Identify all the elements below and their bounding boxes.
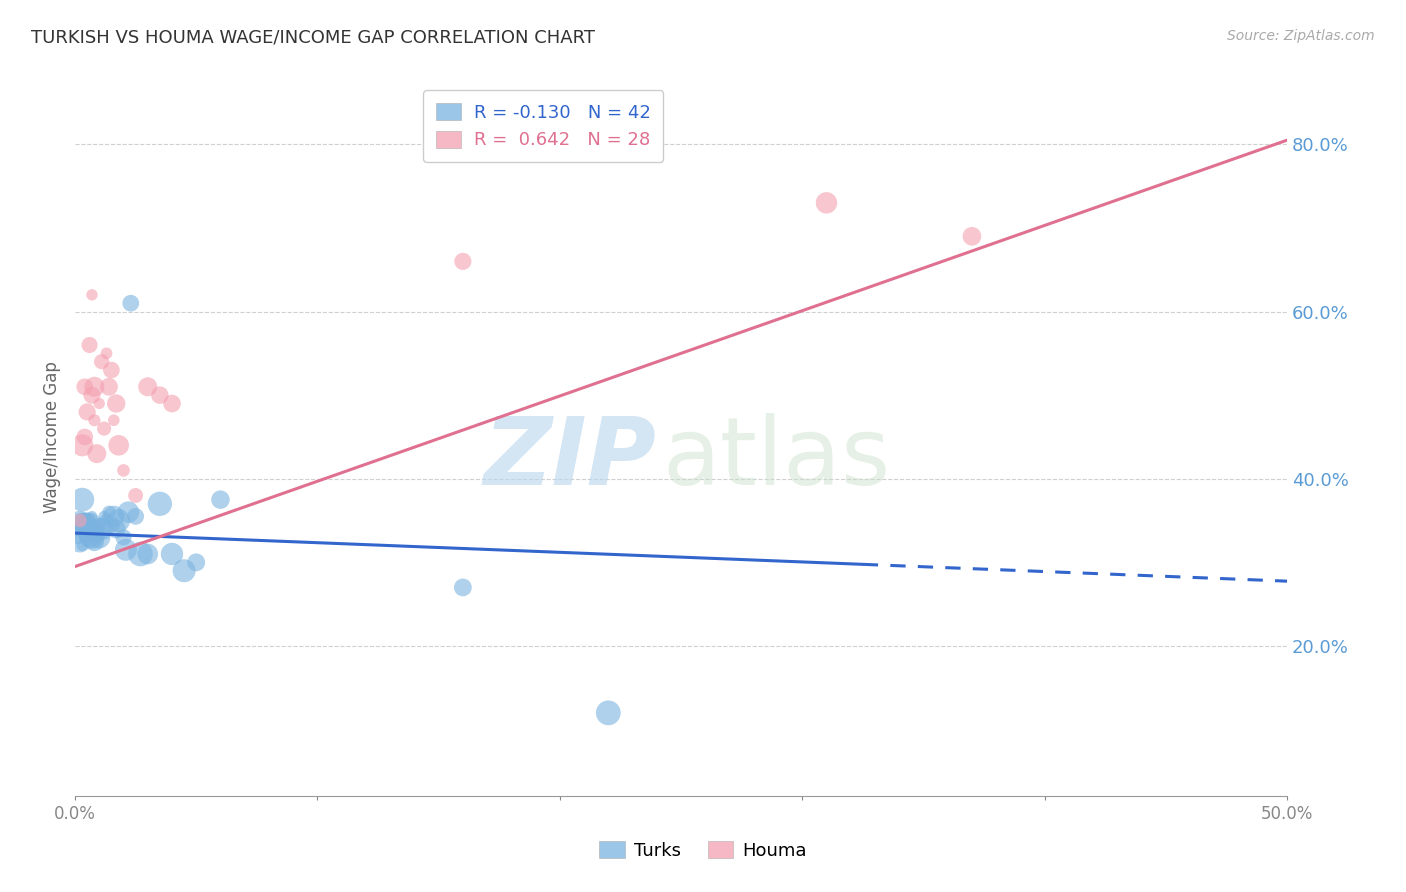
Point	[112, 463, 135, 477]
Point	[93, 509, 115, 524]
Point	[160, 396, 183, 410]
Point	[80, 530, 103, 544]
Legend: Turks, Houma: Turks, Houma	[592, 834, 814, 867]
Point	[107, 438, 129, 452]
Point	[83, 522, 105, 536]
Point	[105, 522, 128, 536]
Text: atlas: atlas	[662, 412, 891, 505]
Point	[960, 229, 983, 244]
Point	[69, 522, 91, 536]
Point	[97, 380, 120, 394]
Point	[69, 514, 91, 528]
Point	[86, 447, 108, 461]
Point	[96, 514, 118, 528]
Point	[83, 413, 105, 427]
Point	[103, 413, 125, 427]
Point	[72, 517, 94, 532]
Point	[124, 509, 146, 524]
Point	[112, 530, 135, 544]
Y-axis label: Wage/Income Gap: Wage/Income Gap	[44, 361, 60, 513]
Point	[83, 534, 105, 549]
Point	[80, 388, 103, 402]
Point	[149, 497, 172, 511]
Point	[93, 421, 115, 435]
Point	[149, 388, 172, 402]
Point	[96, 346, 118, 360]
Point	[86, 526, 108, 541]
Text: Source: ZipAtlas.com: Source: ZipAtlas.com	[1227, 29, 1375, 43]
Point	[89, 517, 111, 532]
Point	[107, 514, 129, 528]
Point	[186, 555, 208, 569]
Point	[160, 547, 183, 561]
Point	[72, 539, 94, 553]
Point	[815, 195, 838, 210]
Point	[73, 380, 96, 394]
Point	[76, 522, 98, 536]
Point	[105, 396, 128, 410]
Point	[73, 530, 96, 544]
Legend: R = -0.130   N = 42, R =  0.642   N = 28: R = -0.130 N = 42, R = 0.642 N = 28	[423, 90, 664, 162]
Point	[69, 534, 91, 549]
Point	[124, 488, 146, 502]
Point	[451, 254, 474, 268]
Point	[115, 542, 138, 557]
Point	[69, 514, 91, 528]
Point	[73, 430, 96, 444]
Point	[103, 509, 125, 524]
Point	[72, 492, 94, 507]
Point	[79, 517, 101, 532]
Point	[97, 505, 120, 519]
Point	[79, 530, 101, 544]
Point	[90, 522, 112, 536]
Point	[100, 363, 122, 377]
Point	[83, 380, 105, 394]
Point	[598, 706, 620, 720]
Point	[89, 396, 111, 410]
Point	[80, 509, 103, 524]
Point	[76, 514, 98, 528]
Point	[79, 338, 101, 352]
Point	[66, 530, 89, 544]
Text: TURKISH VS HOUMA WAGE/INCOME GAP CORRELATION CHART: TURKISH VS HOUMA WAGE/INCOME GAP CORRELA…	[31, 29, 595, 46]
Point	[117, 505, 139, 519]
Point	[173, 564, 195, 578]
Point	[451, 581, 474, 595]
Point	[136, 380, 159, 394]
Point	[209, 492, 232, 507]
Point	[90, 354, 112, 368]
Point	[129, 547, 152, 561]
Point	[76, 405, 98, 419]
Point	[89, 530, 111, 544]
Point	[72, 438, 94, 452]
Point	[100, 517, 122, 532]
Point	[136, 547, 159, 561]
Point	[80, 288, 103, 302]
Point	[73, 517, 96, 532]
Text: ZIP: ZIP	[484, 412, 657, 505]
Point	[120, 296, 142, 310]
